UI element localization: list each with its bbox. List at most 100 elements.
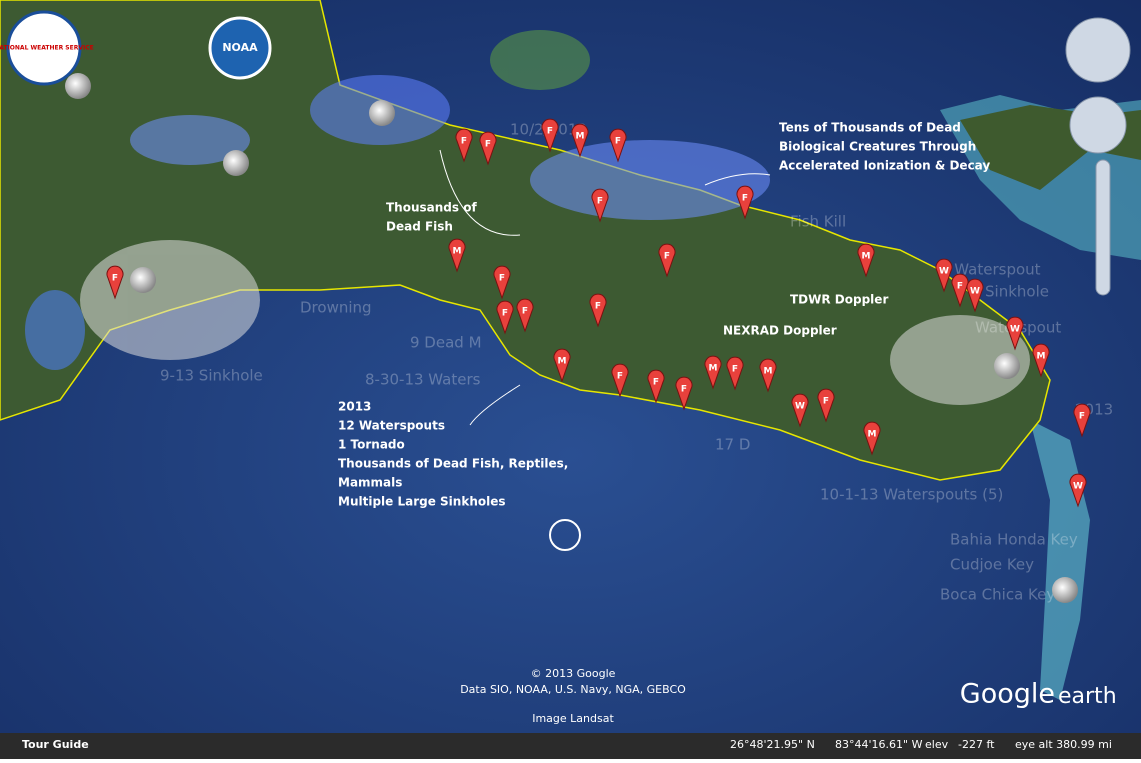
placemark[interactable]: F: [541, 118, 559, 153]
status-elev-label: elev: [925, 738, 949, 751]
data-sources: Data SIO, NOAA, U.S. Navy, NGA, GEBCO: [460, 683, 686, 696]
placemark[interactable]: F: [516, 298, 534, 333]
placemark[interactable]: M: [1032, 343, 1050, 378]
annotation: Dead Fish: [386, 220, 453, 234]
placemark[interactable]: F: [736, 185, 754, 220]
copyright: © 2013 Google: [531, 667, 616, 680]
placemark-pin: [496, 300, 514, 335]
placemark-letter: F: [664, 252, 670, 262]
placemark-letter: F: [653, 378, 659, 388]
placemark-letter: W: [1073, 482, 1083, 492]
placemark-pin: [455, 128, 473, 163]
annotation-arrow: [439, 149, 521, 236]
move-control[interactable]: [1069, 96, 1127, 154]
placemark-letter: F: [617, 372, 623, 382]
placemark-letter: M: [1037, 352, 1046, 362]
radar-site: [130, 267, 156, 293]
place-label: Fish Kill: [790, 213, 846, 231]
placemark[interactable]: W: [966, 278, 984, 313]
placemark-pin: [726, 356, 744, 391]
placemark-letter: F: [595, 302, 601, 312]
placemark-pin: [541, 118, 559, 153]
annotation: TDWR Doppler: [790, 293, 888, 307]
placemark-pin: [589, 293, 607, 328]
placemark-pin: [106, 265, 124, 300]
place-label: 9 Dead M: [410, 334, 482, 352]
placemark[interactable]: F: [647, 369, 665, 404]
placemark-pin: [1073, 403, 1091, 438]
placemark-pin: [609, 128, 627, 163]
annotation: Accelerated Ionization & Decay: [779, 159, 990, 173]
place-label: 9 Waterspout: [940, 261, 1041, 279]
placemark[interactable]: F: [726, 356, 744, 391]
placemark-pin: [448, 238, 466, 273]
placemark[interactable]: W: [935, 258, 953, 293]
annotation: Tens of Thousands of Dead: [779, 121, 961, 135]
placemark-letter: M: [868, 430, 877, 440]
placemark-letter: W: [795, 402, 805, 412]
annotation: Thousands of Dead Fish, Reptiles,: [338, 457, 568, 471]
placemark[interactable]: M: [863, 421, 881, 456]
placemark-pin: [647, 369, 665, 404]
tour-guide[interactable]: Tour Guide: [22, 738, 89, 751]
noaa-logo: [208, 16, 272, 80]
place-label: Cudjoe Key: [950, 556, 1034, 574]
placemark-pin: [1006, 316, 1024, 351]
placemark-letter: F: [615, 137, 621, 147]
placemark-pin: [1032, 343, 1050, 378]
radar-site: [1052, 577, 1078, 603]
annotation: Biological Creatures Through: [779, 140, 976, 154]
placemark-letter: W: [970, 287, 980, 297]
placemark-pin: [791, 393, 809, 428]
zoom-slider[interactable]: [1095, 159, 1111, 296]
placemark[interactable]: F: [611, 363, 629, 398]
placemark[interactable]: W: [1006, 316, 1024, 351]
placemark[interactable]: F: [493, 265, 511, 300]
placemark[interactable]: W: [1069, 473, 1087, 508]
placemark-pin: [611, 363, 629, 398]
placemark[interactable]: F: [496, 300, 514, 335]
placemark[interactable]: F: [455, 128, 473, 163]
annotation: Multiple Large Sinkholes: [338, 495, 506, 509]
placemark-letter: F: [597, 197, 603, 207]
status-lat: 26°48'21.95" N: [730, 738, 815, 751]
navigation-controls[interactable]: [1065, 17, 1131, 296]
placemark-pin: [493, 265, 511, 300]
placemark[interactable]: F: [658, 243, 676, 278]
placemark[interactable]: M: [553, 348, 571, 383]
brand-earth: earth: [1058, 684, 1117, 709]
placemark[interactable]: F: [675, 376, 693, 411]
placemark-letter: M: [558, 357, 567, 367]
placemark-pin: [966, 278, 984, 313]
placemark-letter: M: [764, 367, 773, 377]
placemark[interactable]: F: [479, 131, 497, 166]
placemark[interactable]: M: [704, 355, 722, 390]
placemark[interactable]: F: [591, 188, 609, 223]
placemark-letter: F: [499, 274, 505, 284]
nws-logo: [6, 10, 82, 86]
place-label: 10-1-13 Waterspouts (5): [820, 486, 1003, 504]
placemark[interactable]: M: [448, 238, 466, 273]
place-label: Drowning: [300, 299, 372, 317]
annotation: NEXRAD Doppler: [723, 324, 837, 338]
placemark[interactable]: F: [817, 388, 835, 423]
placemark-letter: F: [957, 282, 963, 292]
placemark[interactable]: F: [589, 293, 607, 328]
placemark[interactable]: W: [791, 393, 809, 428]
placemark[interactable]: F: [609, 128, 627, 163]
annotation: 2013: [338, 400, 371, 414]
placemark-pin: [857, 243, 875, 278]
placemark-letter: F: [502, 309, 508, 319]
placemark[interactable]: F: [106, 265, 124, 300]
placemark[interactable]: M: [759, 358, 777, 393]
placemark[interactable]: F: [1073, 403, 1091, 438]
placemark-letter: F: [522, 307, 528, 317]
placemark[interactable]: M: [857, 243, 875, 278]
placemark-letter: M: [576, 132, 585, 142]
noaa-logo-text: NOAA: [222, 41, 258, 54]
placemark-pin: [935, 258, 953, 293]
look-control[interactable]: [1065, 17, 1131, 83]
placemark[interactable]: M: [571, 123, 589, 158]
place-label: 9-13 Sinkhole: [160, 367, 263, 385]
